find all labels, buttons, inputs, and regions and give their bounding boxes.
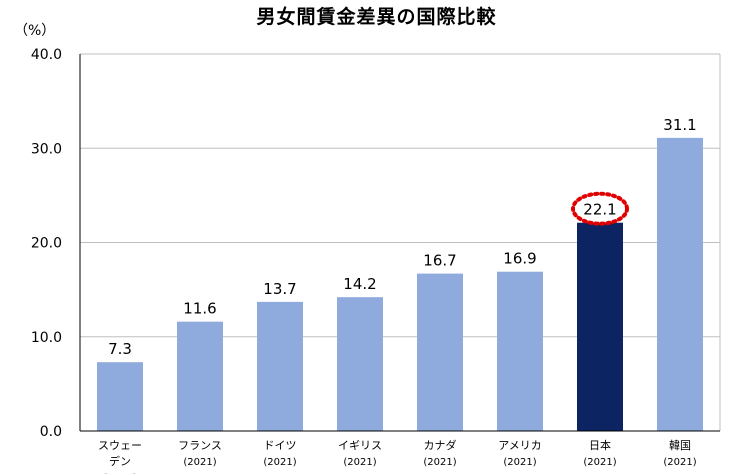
bar bbox=[177, 321, 223, 431]
bar-value-label: 7.3 bbox=[108, 340, 132, 358]
bar bbox=[97, 362, 143, 431]
x-tick-year: (2021) bbox=[183, 457, 216, 468]
bar-value-label: 31.1 bbox=[663, 116, 696, 134]
bar-value-label: 11.6 bbox=[183, 300, 216, 318]
chart-title: 男女間賃金差異の国際比較 bbox=[256, 6, 497, 28]
bar bbox=[577, 222, 623, 431]
bar-value-label: 14.2 bbox=[343, 275, 376, 293]
bar-value-label: 13.7 bbox=[263, 280, 296, 298]
x-tick-label: スウェー bbox=[98, 439, 142, 452]
x-tick-label: デン bbox=[109, 454, 131, 468]
highlight-circle bbox=[571, 191, 629, 226]
x-tick-year: (2021) bbox=[263, 457, 296, 468]
y-tick-label: 30.0 bbox=[31, 141, 62, 157]
y-axis-unit-label: （%） bbox=[14, 23, 56, 39]
x-tick-year: (2021) bbox=[663, 457, 696, 468]
x-tick-year: (2021) bbox=[343, 457, 376, 468]
x-tick-year: (2021) bbox=[583, 457, 616, 468]
y-tick-label: 0.0 bbox=[40, 424, 62, 440]
bar bbox=[417, 273, 463, 431]
x-tick-year: (2021) bbox=[423, 457, 456, 468]
x-tick-label: アメリカ bbox=[498, 439, 541, 452]
bar bbox=[257, 301, 303, 431]
bar-value-label: 16.9 bbox=[503, 250, 536, 268]
x-tick-label: フランス bbox=[178, 439, 222, 452]
bar-value-label: 16.7 bbox=[423, 252, 456, 270]
x-tick-label: ドイツ bbox=[264, 439, 297, 452]
bar bbox=[657, 137, 703, 431]
bar-value-label: 22.1 bbox=[583, 201, 616, 219]
y-tick-label: 40.0 bbox=[31, 47, 62, 63]
x-tick-label: 韓国 bbox=[669, 439, 691, 452]
x-tick-year: (2021) bbox=[503, 457, 536, 468]
bar bbox=[337, 297, 383, 431]
y-tick-label: 20.0 bbox=[31, 236, 62, 252]
bar bbox=[497, 271, 543, 431]
x-tick-label: カナダ bbox=[424, 438, 457, 452]
x-tick-label: イギリス bbox=[338, 439, 382, 452]
x-tick-label: 日本 bbox=[589, 438, 611, 452]
y-tick-label: 10.0 bbox=[31, 330, 62, 346]
